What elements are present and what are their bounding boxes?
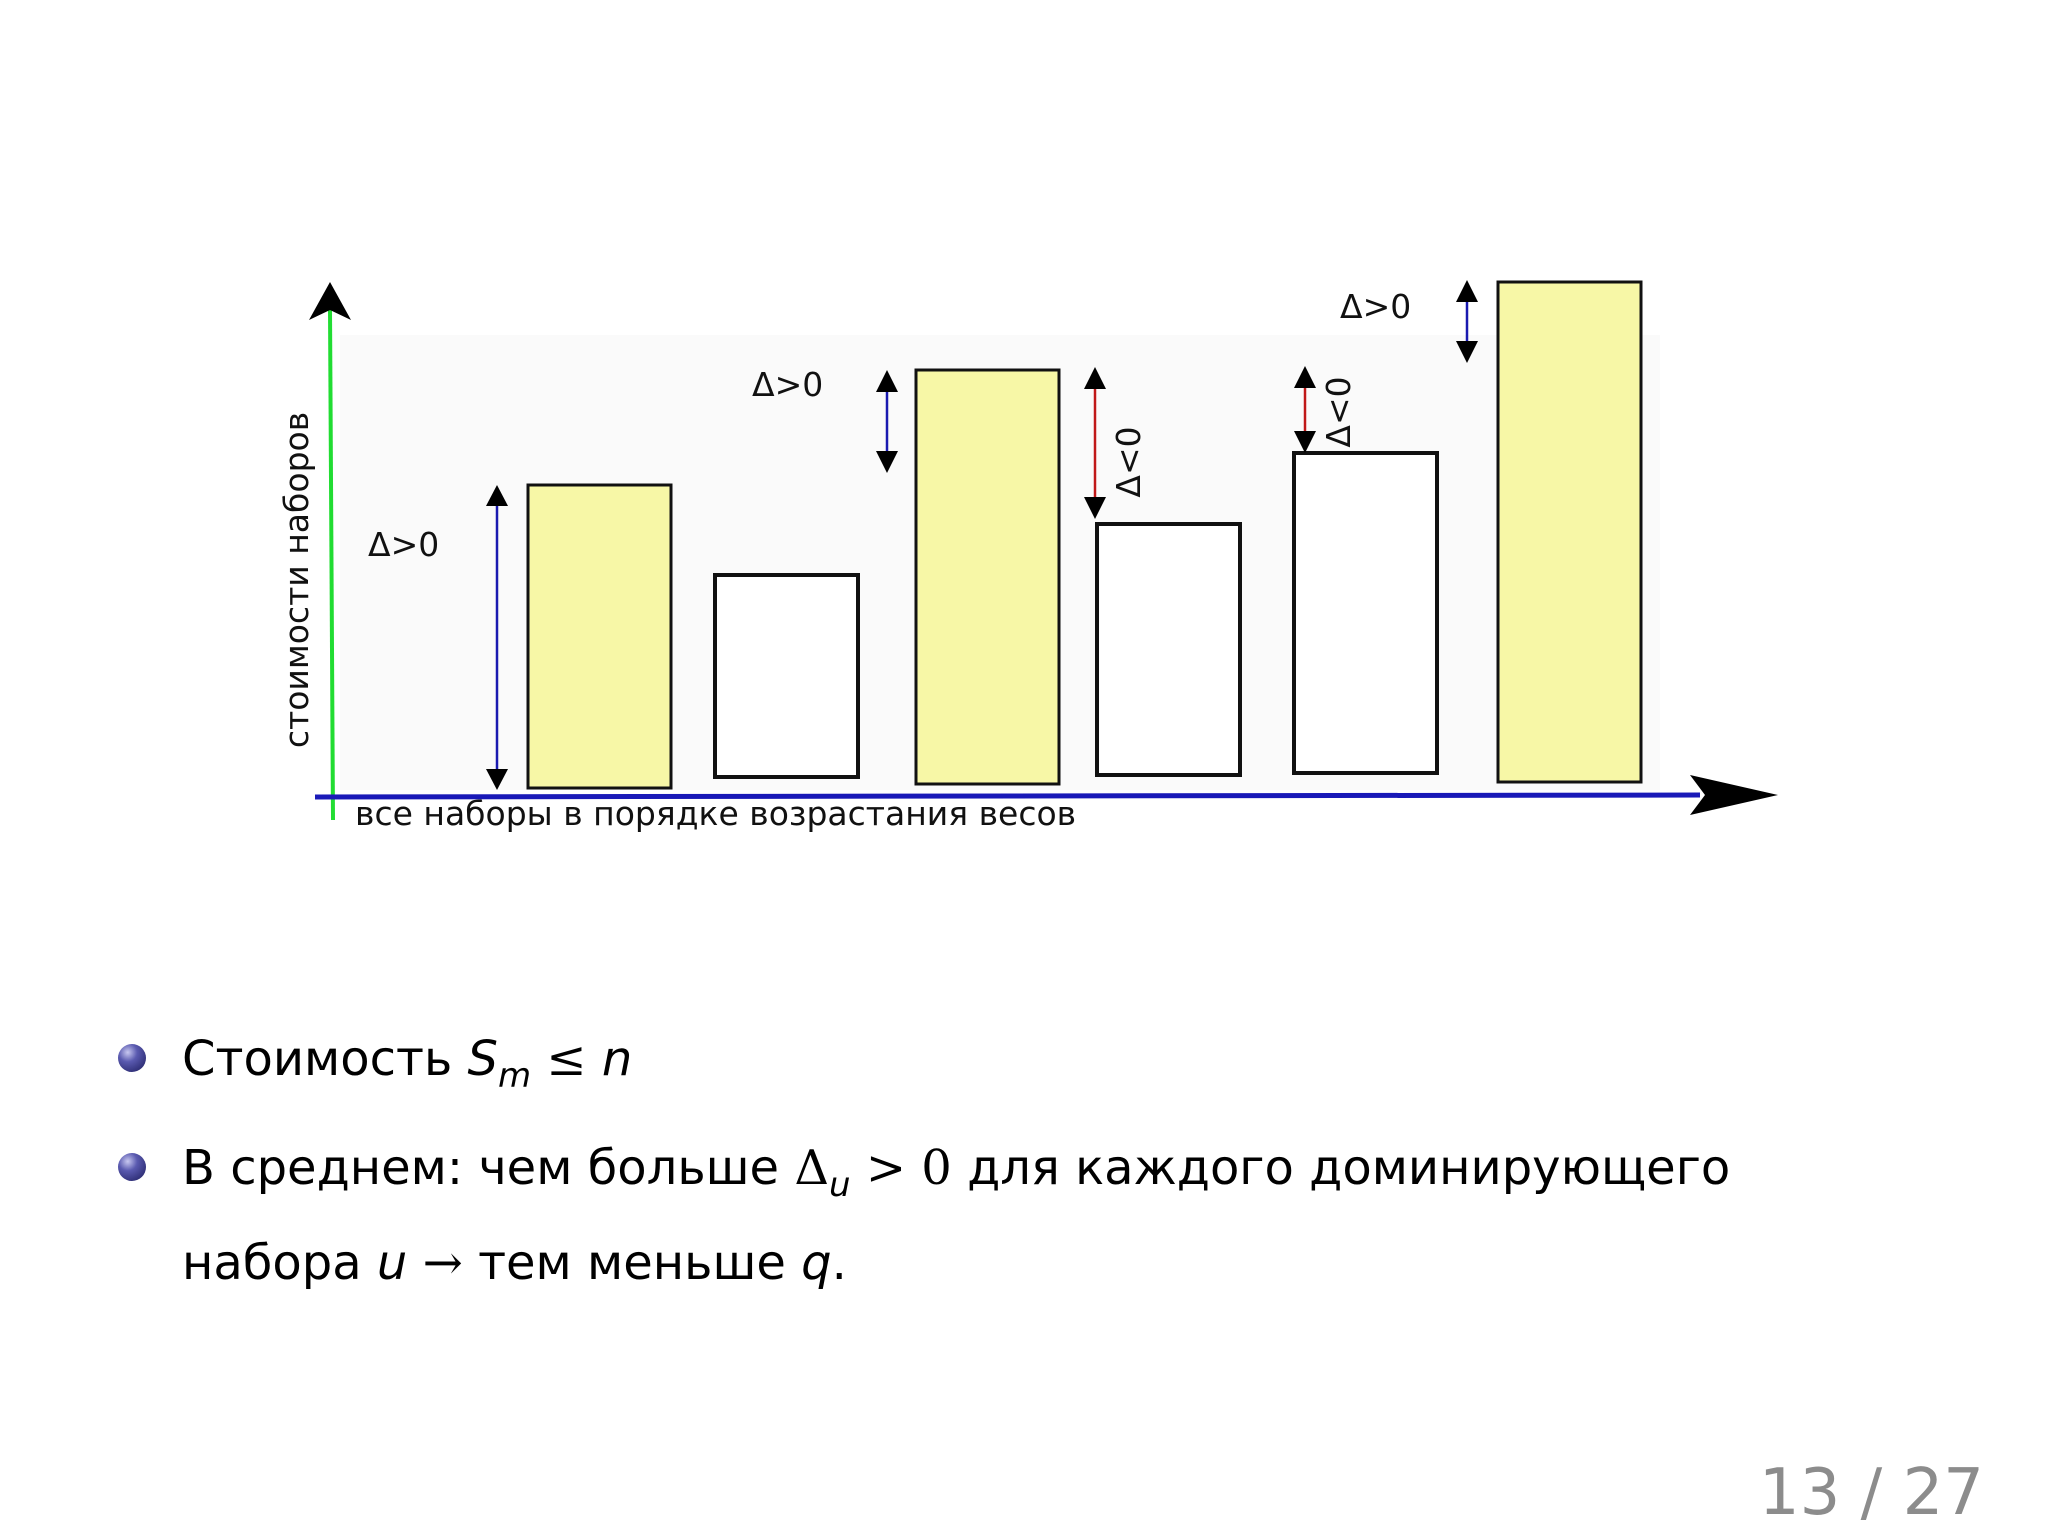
delta-label-2: Δ>0: [752, 365, 823, 404]
bullet-2-text-2: для каждого доминирующего набора: [182, 1140, 1731, 1291]
bullet-dot-icon: [118, 1153, 146, 1181]
bullet-2-end: .: [831, 1235, 847, 1291]
math-gt-zero: > 0: [850, 1140, 952, 1196]
bar-dominating-1: [526, 483, 673, 790]
bullet-dot-icon: [118, 1044, 146, 1072]
delta-arrow-5: [1456, 280, 1478, 363]
bar-4: [1095, 522, 1242, 777]
y-axis-arrowhead: [309, 282, 351, 320]
math-arrow: →: [407, 1235, 479, 1291]
delta-arrow-1: [486, 485, 508, 790]
bar-dominating-6: [1496, 280, 1643, 784]
math-q: q: [801, 1235, 832, 1291]
bar-5: [1292, 451, 1439, 775]
delta-arrow-4: [1294, 366, 1316, 453]
bar-dominating-3: [914, 368, 1061, 786]
page-number: 13 / 27: [1758, 1456, 1984, 1530]
x-axis-label: все наборы в порядке возрастания весов: [355, 794, 1076, 833]
math-subscript-m: m: [497, 1056, 532, 1096]
delta-label-1: Δ>0: [368, 525, 439, 564]
bullet-2-text: В среднем: чем больше: [182, 1140, 795, 1196]
x-axis-arrowhead: [1690, 775, 1778, 815]
math-subscript-u: u: [829, 1165, 851, 1205]
y-axis-label: стоимости наборов: [277, 412, 316, 748]
bullet-item-1: Стоимость Sm ≤ n: [118, 1020, 1918, 1115]
diagram: стоимости наборов все наборы в порядке в…: [277, 280, 1778, 833]
math-delta: Δ: [794, 1140, 829, 1196]
bullet-2-text-3: тем меньше: [478, 1235, 802, 1291]
math-u: u: [376, 1235, 408, 1291]
delta-label-4: Δ<0: [1319, 376, 1358, 447]
math-n: n: [601, 1031, 633, 1087]
bullet-list: Стоимость Sm ≤ n В среднем: чем больше Δ…: [118, 1020, 1918, 1302]
delta-label-5: Δ>0: [1340, 287, 1411, 326]
math-leq: ≤: [531, 1031, 602, 1087]
x-axis: [314, 792, 1701, 800]
bullet-1-text: Стоимость: [182, 1031, 468, 1087]
bar-2: [713, 573, 860, 779]
delta-arrow-3: [1084, 367, 1106, 519]
delta-label-3: Δ<0: [1109, 426, 1148, 497]
y-axis: [328, 309, 335, 821]
delta-arrow-2: [876, 370, 898, 473]
math-S: S: [467, 1031, 498, 1087]
bullet-item-2: В среднем: чем больше Δu > 0 для каждого…: [118, 1129, 1918, 1302]
